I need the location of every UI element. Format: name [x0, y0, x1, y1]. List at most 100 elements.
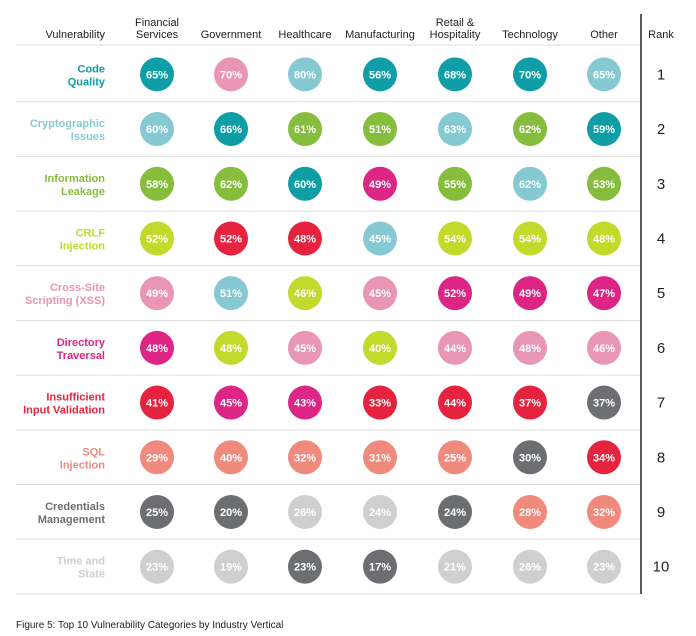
value-circle: [140, 440, 174, 475]
value-label: 48%: [294, 233, 316, 245]
value-circle: [587, 57, 621, 92]
value-label: 54%: [444, 233, 466, 245]
rank-value: 4: [657, 230, 665, 247]
value-circle: [438, 112, 472, 147]
rank-value: 2: [657, 121, 665, 138]
value-circle: [140, 276, 174, 311]
vulnerability-label: State: [78, 569, 105, 581]
value-circle: [288, 330, 322, 365]
value-circle: [214, 166, 248, 201]
value-circle: [288, 440, 322, 475]
value-label: 45%: [369, 288, 391, 300]
value-circle: [214, 494, 248, 529]
value-circle: [587, 549, 621, 584]
value-label: 49%: [519, 288, 541, 300]
value-circle: [438, 330, 472, 365]
rank-value: 3: [657, 176, 665, 193]
value-label: 53%: [593, 179, 615, 191]
value-circle: [438, 549, 472, 584]
value-label: 24%: [444, 507, 466, 519]
value-label: 80%: [294, 69, 316, 81]
value-label: 59%: [593, 124, 615, 136]
value-circle: [140, 549, 174, 584]
value-circle: [214, 276, 248, 311]
value-circle: [214, 221, 248, 256]
value-label: 61%: [294, 124, 316, 136]
value-label: 23%: [294, 562, 316, 574]
value-label: 21%: [444, 562, 466, 574]
value-label: 62%: [220, 179, 242, 191]
value-label: 30%: [519, 452, 541, 464]
value-circle: [438, 494, 472, 529]
value-circle: [513, 330, 547, 365]
value-label: 60%: [146, 124, 168, 136]
value-label: 44%: [444, 398, 466, 410]
vulnerability-label: Leakage: [61, 186, 105, 198]
value-label: 65%: [146, 69, 168, 81]
rank-value: 1: [657, 66, 665, 83]
vulnerability-label: Injection: [60, 240, 106, 252]
value-circle: [363, 166, 397, 201]
value-label: 62%: [519, 124, 541, 136]
value-circle: [363, 549, 397, 584]
value-label: 48%: [220, 343, 242, 355]
value-circle: [587, 112, 621, 147]
value-label: 32%: [593, 507, 615, 519]
rank-value: 6: [657, 340, 665, 357]
vulnerability-label: Cryptographic: [30, 118, 105, 130]
vulnerability-label: Management: [38, 514, 106, 526]
value-circle: [288, 166, 322, 201]
value-label: 40%: [369, 343, 391, 355]
value-label: 23%: [146, 562, 168, 574]
value-label: 34%: [593, 452, 615, 464]
value-circle: [288, 112, 322, 147]
value-circle: [214, 57, 248, 92]
value-label: 56%: [369, 69, 391, 81]
value-label: 68%: [444, 69, 466, 81]
value-label: 25%: [146, 507, 168, 519]
column-header: Hospitality: [430, 29, 481, 41]
value-label: 19%: [220, 562, 242, 574]
vulnerability-label: SQL: [82, 446, 105, 458]
value-label: 63%: [444, 124, 466, 136]
vulnerability-label: Input Validation: [23, 405, 105, 417]
value-circle: [140, 112, 174, 147]
value-circle: [587, 276, 621, 311]
value-circle: [140, 221, 174, 256]
header-rank: Rank: [648, 29, 674, 41]
value-label: 41%: [146, 398, 168, 410]
value-label: 40%: [220, 452, 242, 464]
value-label: 51%: [220, 288, 242, 300]
value-circle: [214, 112, 248, 147]
value-circle: [587, 494, 621, 529]
value-label: 32%: [294, 452, 316, 464]
value-label: 48%: [146, 343, 168, 355]
value-circle: [214, 385, 248, 420]
column-header: Retail &: [436, 17, 475, 29]
vulnerability-label: Directory: [57, 337, 106, 349]
value-circle: [363, 440, 397, 475]
rank-value: 5: [657, 285, 665, 302]
vulnerability-label: Traversal: [57, 350, 105, 362]
value-circle: [438, 57, 472, 92]
value-circle: [513, 112, 547, 147]
vulnerability-label: Credentials: [45, 501, 105, 513]
value-circle: [214, 330, 248, 365]
value-label: 58%: [146, 179, 168, 191]
value-circle: [587, 440, 621, 475]
value-label: 28%: [519, 507, 541, 519]
value-circle: [288, 549, 322, 584]
value-circle: [363, 57, 397, 92]
value-label: 26%: [519, 562, 541, 574]
value-circle: [363, 385, 397, 420]
value-label: 52%: [146, 233, 168, 245]
value-label: 25%: [444, 452, 466, 464]
value-circle: [438, 385, 472, 420]
value-circle: [587, 330, 621, 365]
vulnerability-label: Injection: [60, 459, 106, 471]
vulnerability-label: Issues: [71, 131, 105, 143]
value-circle: [363, 494, 397, 529]
value-label: 47%: [593, 288, 615, 300]
value-label: 70%: [519, 69, 541, 81]
value-label: 66%: [220, 124, 242, 136]
